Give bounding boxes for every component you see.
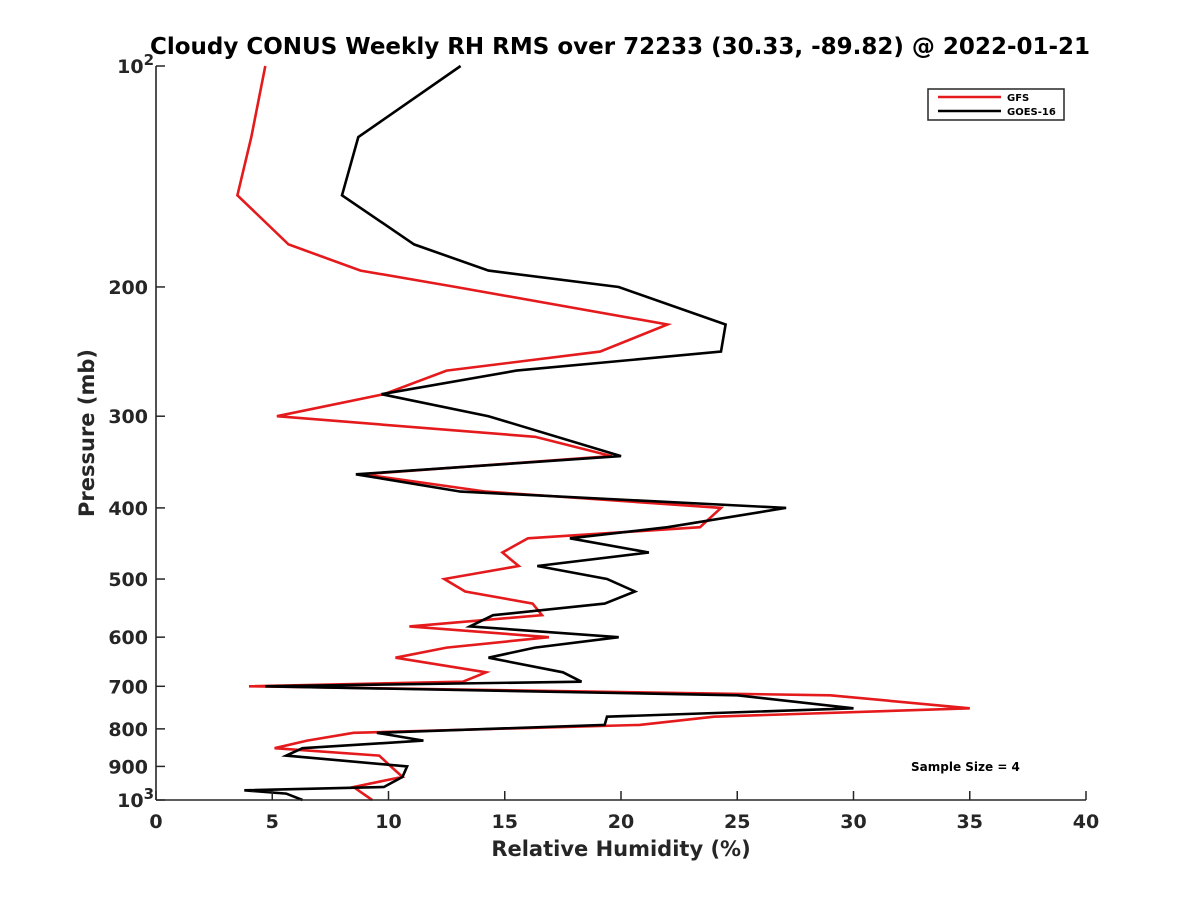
x-tick-label: 20 — [608, 811, 634, 833]
x-tick-label: 5 — [266, 811, 279, 833]
y-tick-label: 700 — [108, 676, 148, 698]
x-tick-label: 40 — [1073, 811, 1099, 833]
y-tick-label: 300 — [108, 406, 148, 428]
x-tick-label: 30 — [840, 811, 866, 833]
chart-title: Cloudy CONUS Weekly RH RMS over 72233 (3… — [150, 34, 1090, 60]
x-axis-label: Relative Humidity (%) — [491, 837, 750, 861]
x-tick-label: 15 — [492, 811, 518, 833]
y-tick-label: 500 — [108, 569, 148, 591]
legend-label-gfs: GFS — [1007, 93, 1029, 104]
y-tick-label: 400 — [108, 498, 148, 520]
x-tick-label: 25 — [724, 811, 750, 833]
y-tick-label: 900 — [108, 756, 148, 778]
y-tick-label: 800 — [108, 719, 148, 741]
y-tick-label: 102 — [117, 51, 154, 78]
y-tick-label: 200 — [108, 277, 148, 299]
legend-label-goes16: GOES-16 — [1007, 107, 1056, 118]
legend-box — [927, 88, 1065, 121]
sample-size-annotation: Sample Size = 4 — [911, 760, 1020, 774]
series-line-goes16 — [244, 64, 854, 802]
y-axis-label: Pressure (mb) — [75, 349, 99, 517]
x-tick-label: 35 — [957, 811, 983, 833]
legend: GFS GOES-16 — [927, 88, 1065, 121]
y-tick-label: 103 — [117, 785, 154, 812]
series-layer — [235, 64, 970, 802]
series-line-gfs — [235, 65, 970, 802]
x-ticks: 0 5 10 15 20 25 30 35 40 — [149, 791, 1099, 833]
x-tick-label: 10 — [375, 811, 401, 833]
y-ticks: 102 200 300 400 500 600 700 800 900 103 — [108, 51, 165, 812]
y-tick-label: 600 — [108, 627, 148, 649]
x-tick-label: 0 — [149, 811, 162, 833]
